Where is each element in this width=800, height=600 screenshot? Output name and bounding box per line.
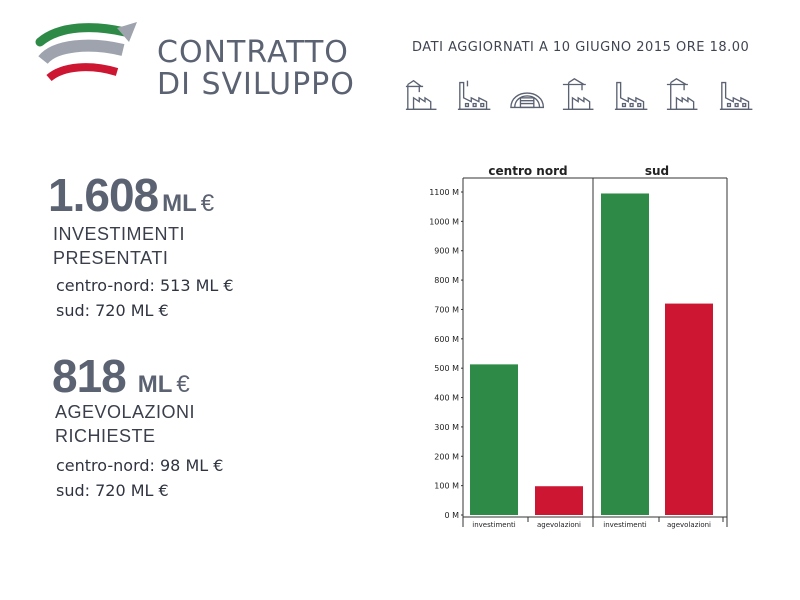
y-tick-label: 800 M bbox=[434, 276, 459, 285]
investimenti-value: 1.608 bbox=[48, 169, 159, 221]
investimenti-total: 1.608 ML € bbox=[48, 168, 214, 222]
y-tick-label: 100 M bbox=[434, 482, 459, 491]
hangar-icon bbox=[509, 92, 544, 109]
crane-factory-icon bbox=[562, 77, 594, 110]
crane-factory-icon bbox=[667, 77, 698, 110]
agevolazioni-label-line2: RICHIESTE bbox=[55, 426, 156, 446]
factory-icon bbox=[458, 80, 491, 110]
investimenti-label-line2: PRESENTATI bbox=[53, 248, 169, 268]
agevolazioni-breakdown: centro-nord: 98 ML € sud: 720 ML € bbox=[56, 453, 223, 503]
factory-icon bbox=[719, 81, 753, 110]
bar-agevolazioni bbox=[665, 303, 713, 515]
bar-investimenti bbox=[601, 193, 649, 515]
agevolazioni-unit: ML bbox=[137, 371, 173, 398]
investimenti-sud: sud: 720 ML € bbox=[56, 301, 169, 320]
y-tick-label: 700 M bbox=[434, 305, 459, 314]
investimenti-breakdown: centro-nord: 513 ML € sud: 720 ML € bbox=[56, 273, 234, 323]
y-tick-label: 600 M bbox=[434, 335, 459, 344]
agevolazioni-currency: € bbox=[176, 371, 190, 398]
brand-line-1: CONTRATTO bbox=[157, 35, 349, 70]
y-tick-label: 400 M bbox=[434, 394, 459, 403]
agevolazioni-centro-nord: centro-nord: 98 ML € bbox=[56, 456, 224, 475]
x-tick-label: investimenti bbox=[603, 521, 646, 529]
brand-title: CONTRATTO DI SVILUPPO bbox=[157, 37, 355, 101]
y-tick-label: 900 M bbox=[434, 247, 459, 256]
x-tick-label: agevolazioni bbox=[537, 521, 581, 529]
x-tick-label: agevolazioni bbox=[667, 521, 711, 529]
investimenti-centro-nord: centro-nord: 513 ML € bbox=[56, 276, 234, 295]
agevolazioni-total: 818 ML € bbox=[52, 349, 190, 403]
investimenti-label: INVESTIMENTI PRESENTATI bbox=[53, 222, 185, 270]
investimenti-unit: ML bbox=[162, 190, 197, 217]
investimenti-label-line1: INVESTIMENTI bbox=[53, 224, 186, 244]
agevolazioni-label: AGEVOLAZIONI RICHIESTE bbox=[55, 400, 195, 448]
crane-factory-icon bbox=[405, 79, 437, 110]
investimenti-currency: € bbox=[200, 190, 215, 217]
x-tick-label: investimenti bbox=[472, 521, 515, 529]
brand-line-2: DI SVILUPPO bbox=[157, 67, 355, 102]
y-tick-label: 1000 M bbox=[429, 217, 459, 226]
updated-timestamp: DATI AGGIORNATI A 10 GIUGNO 2015 ORE 18.… bbox=[412, 40, 750, 55]
factory-icon bbox=[615, 81, 648, 110]
industry-icons bbox=[404, 76, 754, 116]
y-tick-label: 300 M bbox=[434, 423, 459, 432]
group-label: sud bbox=[645, 164, 669, 178]
y-tick-label: 500 M bbox=[434, 364, 459, 373]
bar-investimenti bbox=[470, 364, 518, 515]
logo bbox=[35, 22, 137, 82]
agevolazioni-sud: sud: 720 ML € bbox=[56, 481, 169, 500]
agevolazioni-value: 818 bbox=[52, 350, 127, 402]
y-tick-label: 1100 M bbox=[429, 188, 459, 197]
agevolazioni-label-line1: AGEVOLAZIONI bbox=[55, 402, 196, 422]
group-label: centro nord bbox=[488, 164, 567, 178]
y-tick-label: 200 M bbox=[434, 452, 459, 461]
bar-agevolazioni bbox=[535, 486, 583, 515]
y-tick-label: 0 M bbox=[444, 511, 459, 520]
